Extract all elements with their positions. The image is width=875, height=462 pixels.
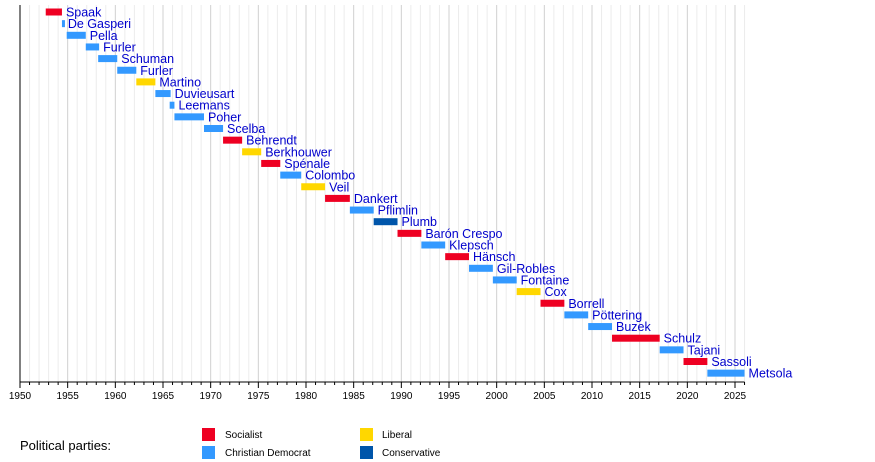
term-bar <box>117 66 137 74</box>
term-bar <box>588 323 613 331</box>
term-label: Plumb <box>402 215 437 229</box>
term-bar <box>242 148 262 156</box>
term-label: Scelba <box>227 122 265 136</box>
term-bar <box>707 369 745 377</box>
x-tick-label: 1995 <box>438 391 461 402</box>
term-bar <box>301 183 326 191</box>
term-label: Berkhouwer <box>265 145 332 159</box>
term-bar <box>492 276 517 284</box>
term-label: Schuman <box>121 52 174 66</box>
legend-label-conservative: Conservative <box>382 448 441 459</box>
x-tick-label: 1965 <box>152 391 175 402</box>
x-tick-label: 1990 <box>390 391 413 402</box>
term-label: Schulz <box>664 332 702 346</box>
x-tick-label: 2005 <box>533 391 556 402</box>
x-tick-label: 1975 <box>247 391 270 402</box>
term-label: Duvieusart <box>175 87 235 101</box>
term-bar <box>421 241 446 249</box>
term-bar <box>564 311 589 319</box>
term-label: Buzek <box>616 320 651 334</box>
term-label: Colombo <box>305 169 355 183</box>
legend-label-liberal: Liberal <box>382 430 413 441</box>
legend-swatch-christian-democrat <box>202 446 215 459</box>
legend-swatch-conservative <box>360 446 373 459</box>
term-bar <box>98 55 118 63</box>
x-tick-label: 1960 <box>104 391 127 402</box>
term-label: Furler <box>140 64 173 78</box>
term-bar <box>45 8 62 16</box>
term-bar <box>66 31 86 39</box>
term-label: Gil-Robles <box>497 262 555 276</box>
term-label: Fontaine <box>521 273 570 287</box>
term-bar <box>203 125 224 132</box>
term-bar <box>155 90 171 98</box>
x-tick-label: 1985 <box>343 391 366 402</box>
term-label: Pella <box>90 29 118 43</box>
term-bar <box>540 299 565 307</box>
legend-swatch-socialist <box>202 428 215 441</box>
term-label: Hänsch <box>473 250 515 264</box>
term-label: Spaak <box>66 6 102 20</box>
term-label: Leemans <box>178 99 229 113</box>
term-label: De Gasperi <box>68 17 131 31</box>
term-label: Dankert <box>354 192 398 206</box>
term-bar <box>174 113 204 121</box>
legend-title: Political parties: <box>20 438 112 453</box>
x-tick-label: 1980 <box>295 391 318 402</box>
term-label: Borrell <box>568 297 604 311</box>
term-bar <box>136 78 156 86</box>
term-bar <box>223 136 243 144</box>
x-tick-label: 1955 <box>57 391 80 402</box>
term-bar <box>445 253 470 261</box>
term-label: Pöttering <box>592 308 642 322</box>
term-bar <box>683 358 708 365</box>
term-label: Spénale <box>284 157 330 171</box>
x-tick-label: 2015 <box>629 391 652 402</box>
term-label: Metsola <box>749 367 793 381</box>
term-label: Tajani <box>688 343 721 357</box>
legend-swatch-liberal <box>360 428 373 441</box>
term-label: Klepsch <box>449 239 494 253</box>
x-tick-label: 2010 <box>581 391 604 402</box>
term-bar <box>61 20 65 28</box>
term-label: Martino <box>159 75 201 89</box>
term-bar <box>612 334 660 342</box>
x-tick-label: 2025 <box>724 391 747 402</box>
term-bar <box>325 194 350 202</box>
term-bar <box>349 206 374 214</box>
term-bar <box>397 229 422 237</box>
term-label: Sassoli <box>711 355 751 369</box>
x-tick-label: 2000 <box>486 391 509 402</box>
term-label: Cox <box>545 285 568 299</box>
legend-label-socialist: Socialist <box>225 430 263 441</box>
term-bar <box>373 218 398 226</box>
term-bar <box>659 346 684 354</box>
term-bar <box>516 288 541 296</box>
term-bar <box>261 159 281 167</box>
legend-label-christian-democrat: Christian Democrat <box>225 448 311 459</box>
term-bar <box>169 101 175 109</box>
term-label: Behrendt <box>246 134 297 148</box>
term-bar <box>280 171 302 179</box>
term-label: Pflimlin <box>378 204 418 218</box>
term-label: Veil <box>329 180 349 194</box>
x-tick-label: 1950 <box>9 391 32 402</box>
term-label: Barón Crespo <box>425 227 502 241</box>
x-tick-label: 1970 <box>200 391 223 402</box>
x-tick-label: 2020 <box>676 391 699 402</box>
term-label: Furler <box>103 40 136 54</box>
term-label: Poher <box>208 110 241 124</box>
term-bar <box>85 43 100 51</box>
term-bar <box>469 264 493 272</box>
